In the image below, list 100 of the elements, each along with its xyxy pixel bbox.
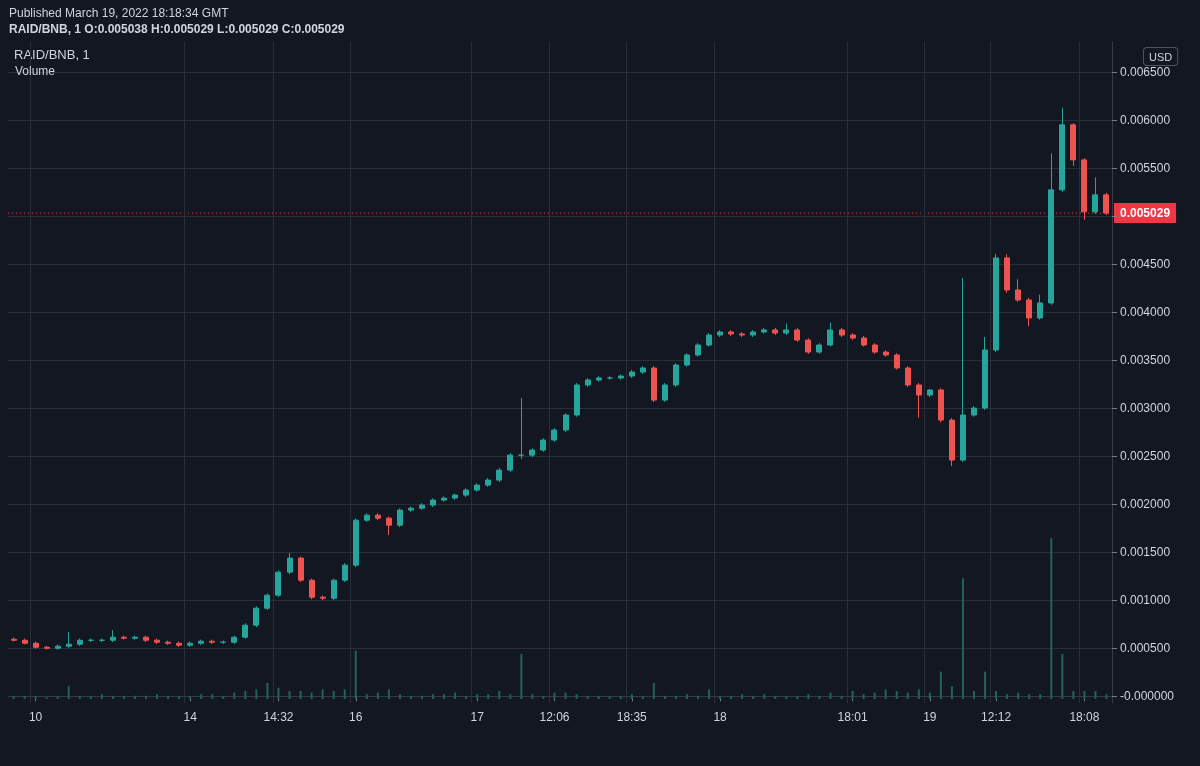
- bar: [818, 695, 821, 699]
- bar: [266, 682, 269, 699]
- x-tick-label: 18: [713, 710, 728, 724]
- candlestick: [585, 377, 591, 388]
- bar: [299, 690, 302, 699]
- candlestick: [253, 605, 259, 628]
- candlestick: [419, 502, 425, 511]
- bar: [697, 695, 699, 699]
- bar: [12, 695, 15, 699]
- candlestick: [496, 467, 502, 483]
- bar: [321, 689, 324, 699]
- candlestick: [353, 518, 359, 568]
- candlestick: [1026, 297, 1032, 327]
- annotation: RAID/BNB, 1: [14, 47, 90, 62]
- bar: [973, 690, 975, 699]
- bar: [222, 695, 225, 699]
- bar: [1072, 690, 1075, 699]
- bar: [884, 689, 887, 699]
- bar: [398, 694, 401, 699]
- y-tick-label: 0.006500: [1120, 64, 1171, 79]
- candlestick: [1015, 278, 1021, 303]
- bar: [685, 694, 688, 699]
- bar: [674, 695, 677, 699]
- y-tick-label: 0.002500: [1120, 449, 1171, 464]
- bar: [1039, 694, 1042, 699]
- bar: [167, 695, 170, 699]
- candlestick: [949, 417, 955, 467]
- candlestick: [11, 637, 17, 643]
- candlestick: [121, 635, 127, 641]
- candlestick: [894, 352, 900, 371]
- candlestick: [772, 327, 778, 336]
- x-tick-label: 14:32: [263, 710, 294, 724]
- bar: [708, 689, 711, 699]
- y-tick-label: 0.004500: [1120, 256, 1171, 271]
- x-tick-label: 12:12: [981, 710, 1012, 724]
- bar: [454, 692, 457, 699]
- candlestick: [750, 329, 756, 338]
- candlestick: [640, 365, 646, 375]
- candlestick: [1092, 176, 1098, 215]
- candlestick: [839, 327, 845, 338]
- candlestick: [717, 329, 723, 338]
- bar: [23, 695, 26, 699]
- bar: [895, 690, 898, 699]
- chart-subtitle: RAID/BNB, 1 O:0.005038 H:0.005029 L:0.005029 C:0.005029: [9, 22, 345, 36]
- y-tick-label: 0.006000: [1120, 112, 1171, 127]
- y-tick-label: 0.002000: [1120, 497, 1171, 512]
- bar: [421, 695, 423, 699]
- candlestick: [1070, 122, 1076, 167]
- bar: [465, 695, 468, 699]
- bar: [906, 692, 909, 699]
- candlestick: [518, 397, 524, 460]
- bar: [1094, 690, 1097, 699]
- candlestick: [132, 635, 138, 641]
- y-tick-label: 0.003500: [1120, 353, 1171, 368]
- candlestick: [783, 323, 789, 336]
- candlestick: [264, 592, 270, 611]
- candlestick: [1059, 107, 1065, 193]
- candlestick: [143, 635, 149, 643]
- x-tick-label: 18:08: [1069, 710, 1100, 724]
- candlestick: [364, 512, 370, 523]
- candlestick: [662, 382, 668, 403]
- bar: [741, 694, 744, 699]
- candlestick: [883, 349, 889, 358]
- candlestick: [165, 640, 171, 646]
- bar: [1006, 694, 1009, 699]
- bar: [409, 695, 412, 699]
- bar: [1061, 653, 1064, 699]
- bar: [950, 686, 953, 699]
- bar: [56, 695, 59, 699]
- candlestick: [342, 562, 348, 583]
- y-tick-label: 0.003000: [1120, 401, 1171, 416]
- bar: [641, 695, 644, 699]
- x-tick-label: 19: [923, 710, 937, 724]
- ref-line-label: 0.005029: [1120, 206, 1171, 221]
- candlestick: [1081, 157, 1087, 221]
- candlestick: [574, 382, 580, 418]
- candlestick: [209, 639, 215, 645]
- bar: [564, 692, 567, 699]
- bar: [244, 690, 247, 699]
- candlestick: [827, 322, 833, 348]
- bar: [851, 690, 854, 699]
- candlestick: [452, 493, 458, 501]
- bar: [1028, 694, 1031, 699]
- bar: [1105, 694, 1108, 699]
- bar: [111, 695, 114, 699]
- candlestick: [618, 373, 624, 381]
- bar: [487, 694, 490, 699]
- candlestick: [485, 477, 491, 488]
- bar: [995, 690, 998, 699]
- bar: [752, 695, 755, 699]
- candlestick: [77, 638, 83, 647]
- candlestick: [905, 365, 911, 388]
- bar: [774, 695, 777, 699]
- y-tick-label: 0.001000: [1120, 593, 1171, 608]
- bar: [917, 689, 920, 699]
- candlestick: [1048, 152, 1054, 306]
- candlestick: [551, 427, 557, 443]
- candlestick: [397, 507, 403, 528]
- bar: [1083, 690, 1086, 699]
- y-tick-label: 0.000500: [1120, 641, 1171, 656]
